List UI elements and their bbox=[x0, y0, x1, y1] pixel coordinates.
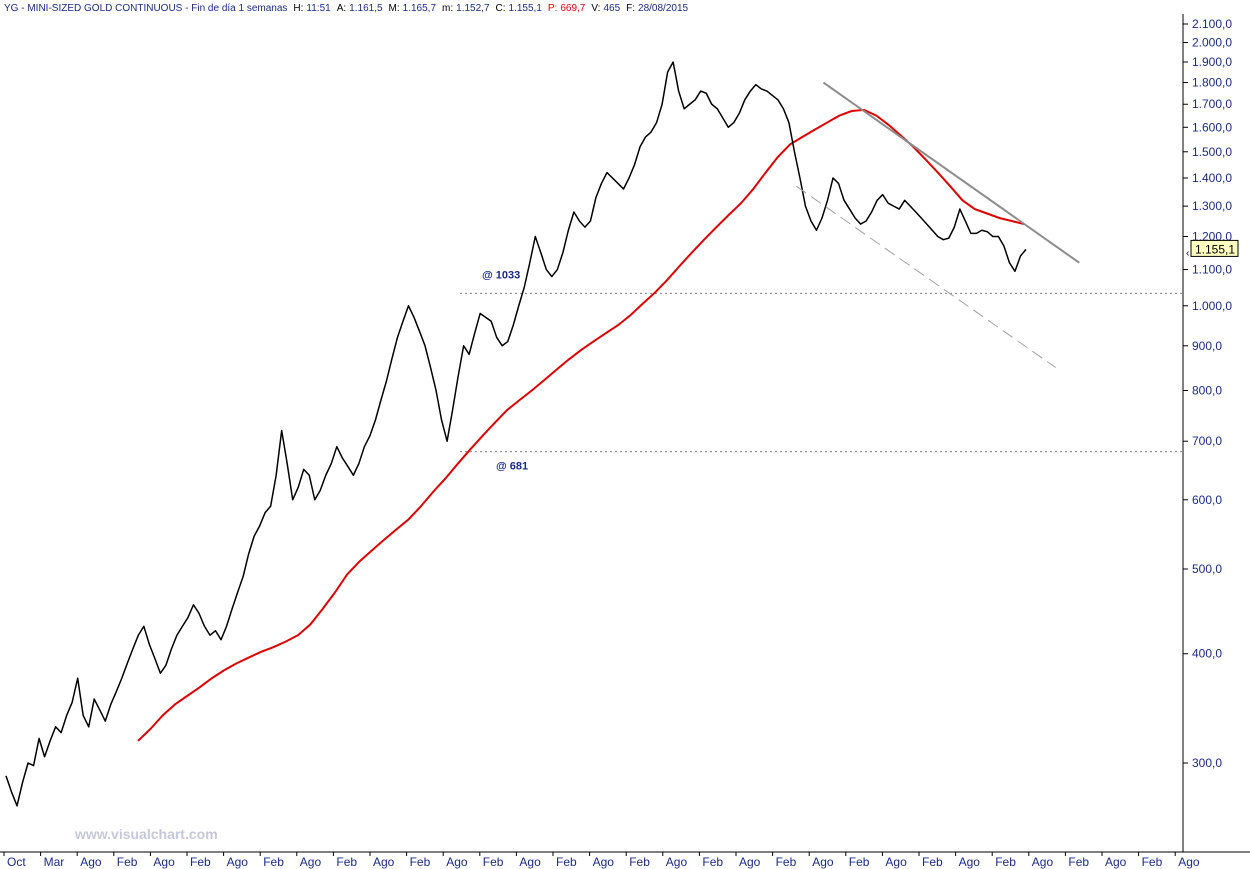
header-period: Fin de día 1 semanas bbox=[191, 3, 287, 14]
x-tick-label: Ago bbox=[812, 855, 834, 869]
last-value-box bbox=[1190, 239, 1239, 257]
y-tick-label: 1.800,0 bbox=[1192, 76, 1232, 90]
y-tick-label: 600,0 bbox=[1192, 493, 1222, 507]
x-tick-label: Ago bbox=[1032, 855, 1054, 869]
y-tick-label: 1.400,0 bbox=[1192, 171, 1232, 185]
header-mh-label: M: bbox=[389, 3, 400, 14]
x-tick-label: Ago bbox=[153, 855, 175, 869]
price-line bbox=[5, 61, 1027, 807]
y-tick-label: 900,0 bbox=[1192, 339, 1222, 353]
x-tick-label: Feb bbox=[410, 855, 431, 869]
y-tick-label: 500,0 bbox=[1192, 562, 1222, 576]
last-value-label: 1.155,1 bbox=[1195, 242, 1235, 256]
x-tick-label: Ago bbox=[1105, 855, 1127, 869]
header-p-label: P: bbox=[548, 3, 557, 14]
header-ml-label: m: bbox=[442, 3, 453, 14]
x-tick-label: Ago bbox=[885, 855, 907, 869]
y-tick-label: 700,0 bbox=[1192, 434, 1222, 448]
x-tick-label: Feb bbox=[849, 855, 870, 869]
annotation-681: @ 681 bbox=[496, 461, 528, 473]
y-tick-label: 300,0 bbox=[1192, 756, 1222, 770]
x-tick-label: Ago bbox=[227, 855, 249, 869]
lower-trendline bbox=[796, 185, 1056, 368]
x-tick-label: Feb bbox=[629, 855, 650, 869]
x-tick-label: Feb bbox=[117, 855, 138, 869]
x-tick-label: Feb bbox=[263, 855, 284, 869]
moving-average-line bbox=[137, 108, 1025, 742]
y-tick-label: 1.100,0 bbox=[1192, 263, 1232, 277]
header-h-label: H: bbox=[293, 3, 303, 14]
header-v-value: 465 bbox=[603, 3, 620, 14]
y-tick-label: 1.300,0 bbox=[1192, 199, 1232, 213]
x-tick-label: Ago bbox=[519, 855, 541, 869]
x-tick-label: Feb bbox=[776, 855, 797, 869]
x-tick-label: Feb bbox=[1142, 855, 1163, 869]
annotation-layer: @ 1033 @ 681 bbox=[482, 269, 528, 472]
header-mh-value: 1.165,7 bbox=[403, 3, 437, 14]
last-value-marker: ‹ bbox=[1186, 248, 1189, 259]
header-sep: - bbox=[18, 3, 27, 14]
x-tick-label: Ago bbox=[80, 855, 102, 869]
watermark: www.visualchart.com bbox=[74, 826, 218, 842]
x-tick-label: Mar bbox=[44, 855, 65, 869]
header-title: MINI-SIZED GOLD CONTINUOUS bbox=[27, 3, 182, 14]
x-tick-label: Ago bbox=[1178, 855, 1200, 869]
y-tick-label: 400,0 bbox=[1192, 647, 1222, 661]
x-tick-label: Feb bbox=[922, 855, 943, 869]
y-tick-label: 1.000,0 bbox=[1192, 299, 1232, 313]
series-layer bbox=[5, 61, 1080, 807]
x-tick-label: Ago bbox=[446, 855, 468, 869]
x-tick-label: Ago bbox=[739, 855, 761, 869]
y-tick-label: 800,0 bbox=[1192, 384, 1222, 398]
header-c-value: 1.155,1 bbox=[509, 3, 543, 14]
header-a-label: A: bbox=[337, 3, 346, 14]
header-c-label: C: bbox=[496, 3, 506, 14]
x-tick-label: Ago bbox=[300, 855, 322, 869]
x-tick-label: Feb bbox=[995, 855, 1016, 869]
x-tick-label: Ago bbox=[959, 855, 981, 869]
x-axis: Oct Mar Ago Feb Ago Feb Ago Feb Ago Feb Ago Feb Ago F… bbox=[3, 852, 1200, 869]
y-tick-label: 1.500,0 bbox=[1192, 145, 1232, 159]
chart-header: YG - MINI-SIZED GOLD CONTINUOUS - Fin de… bbox=[4, 3, 689, 14]
last-value-tag: ‹ 1.155,1 bbox=[1186, 239, 1239, 259]
x-tick-label: Feb bbox=[483, 855, 504, 869]
header-symbol: YG bbox=[4, 3, 19, 14]
header-f-value: 28/08/2015 bbox=[638, 3, 688, 14]
x-tick-label: Feb bbox=[1068, 855, 1089, 869]
header-sep2: - bbox=[182, 3, 191, 14]
x-tick-label: Feb bbox=[190, 855, 211, 869]
header-f-label: F: bbox=[626, 3, 635, 14]
x-tick-label: Ago bbox=[593, 855, 615, 869]
header-h-value: 11:51 bbox=[306, 3, 331, 14]
header-ml-value: 1.152,7 bbox=[456, 3, 490, 14]
reference-lines bbox=[460, 292, 1183, 453]
y-tick-label: 2.000,0 bbox=[1192, 36, 1232, 50]
x-tick-label: Ago bbox=[666, 855, 688, 869]
header-a-value: 1.161,5 bbox=[349, 3, 383, 14]
header-v-label: V: bbox=[591, 3, 600, 14]
x-tick-label: Feb bbox=[556, 855, 577, 869]
x-tick-label: Feb bbox=[702, 855, 723, 869]
y-tick-label: 1.600,0 bbox=[1192, 120, 1232, 134]
x-tick-label: Ago bbox=[373, 855, 395, 869]
x-tick-label: Oct bbox=[7, 855, 26, 869]
y-tick-label: 1.900,0 bbox=[1192, 55, 1232, 69]
header-p-value: 669,7 bbox=[560, 3, 585, 14]
x-tick-label: Feb bbox=[336, 855, 357, 869]
y-tick-label: 2.100,0 bbox=[1192, 17, 1232, 31]
annotation-1033: @ 1033 bbox=[482, 269, 520, 281]
y-tick-label: 1.700,0 bbox=[1192, 97, 1232, 111]
y-axis: 300,0 400,0 500,0 600,0 700,0 800,0 900,0 1.000… bbox=[1183, 17, 1232, 770]
upper-trendline bbox=[822, 81, 1080, 264]
